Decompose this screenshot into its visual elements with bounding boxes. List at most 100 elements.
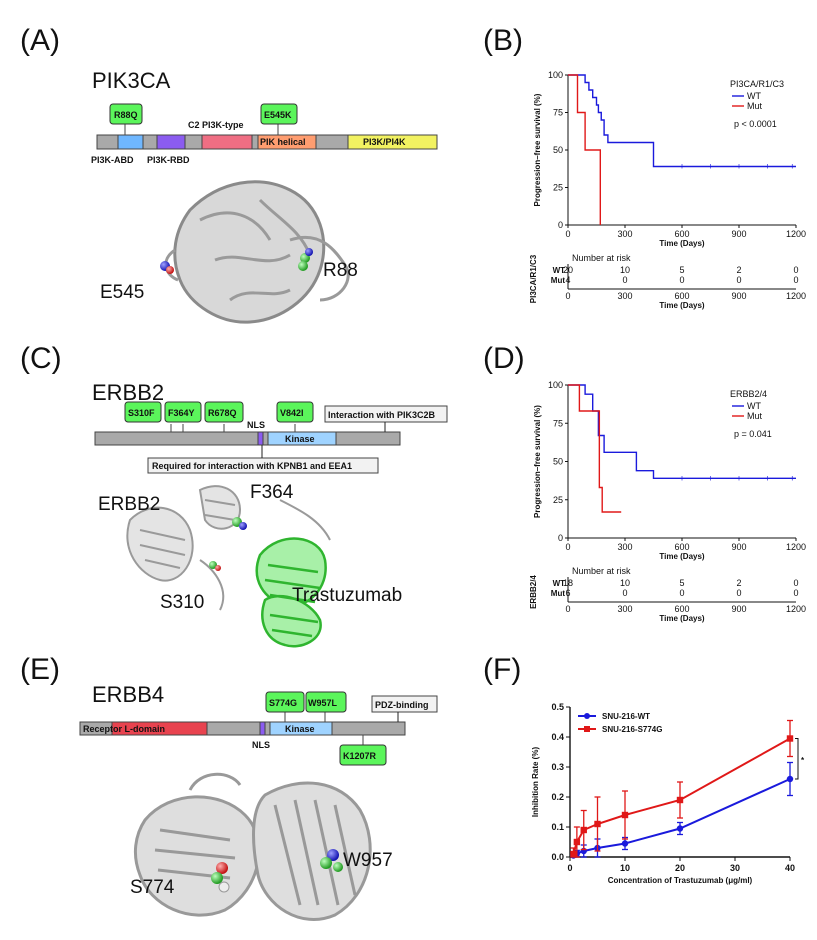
- residue-label-e545: E545: [100, 282, 144, 303]
- risk-x-tick-label: 1200: [786, 291, 806, 301]
- legend-title: PI3CA/R1/C3: [730, 79, 784, 89]
- data-point: [621, 840, 629, 847]
- survival-curve-wt: [568, 74, 796, 168]
- x-tick-label: 0: [565, 229, 570, 239]
- residue-label-r88: R88: [323, 260, 358, 281]
- risk-table-title: Number at risk: [572, 253, 631, 263]
- legend-entry: WT: [747, 401, 761, 411]
- mutation-box-e545k: [260, 103, 298, 125]
- domain-pi3k-rbd: [156, 134, 186, 150]
- legend-marker: [584, 726, 590, 732]
- domain-nls: [257, 431, 264, 446]
- legend-entry: Mut: [747, 101, 763, 111]
- x-tick-label: 30: [730, 863, 740, 873]
- x-tick-label: 40: [785, 863, 795, 873]
- risk-x-axis-label: Time (Days): [659, 614, 705, 623]
- legend-marker: [584, 713, 590, 719]
- domain-label: Kinase: [285, 434, 315, 444]
- risk-x-tick-label: 600: [674, 291, 689, 301]
- x-tick-label: 600: [674, 542, 689, 552]
- domain-label: NLS: [252, 740, 270, 750]
- y-tick-label: 0: [558, 220, 563, 230]
- risk-side-label: PI3CA/R1/C3: [529, 254, 538, 303]
- risk-x-tick-label: 300: [617, 291, 632, 301]
- note-label: PDZ-binding: [375, 700, 429, 710]
- domain-label: PIK helical: [260, 137, 306, 147]
- censor-mark: +: [790, 473, 795, 483]
- y-tick-label: 0: [558, 533, 563, 543]
- mutation-label: R88Q: [114, 110, 138, 120]
- panel-d-letter: (D): [483, 342, 525, 375]
- legend-entry: Mut: [747, 411, 763, 421]
- note-label: Interaction with PIK3C2B: [328, 410, 436, 420]
- domain-label: Kinase: [285, 724, 315, 734]
- risk-count: 10: [620, 265, 630, 275]
- residue-label-w957: W957: [343, 850, 393, 871]
- risk-count: 2: [736, 265, 741, 275]
- data-point: [621, 811, 629, 819]
- panel-f-letter: (F): [483, 653, 521, 686]
- censor-mark: +: [736, 162, 741, 172]
- mutation-label: K1207R: [343, 751, 377, 761]
- risk-count: 0: [793, 275, 798, 285]
- domain-kinase: [269, 721, 333, 736]
- atom-sphere: [216, 862, 228, 874]
- risk-x-tick-label: 900: [731, 291, 746, 301]
- panel-a: (A) PIK3CA PIK helical PI3K/PI4K PI3K-AB…: [20, 24, 438, 324]
- residue-label-f364: F364: [250, 482, 294, 503]
- censor-mark: +: [679, 473, 684, 483]
- risk-count: 0: [793, 578, 798, 588]
- atom-sphere: [298, 261, 308, 271]
- y-tick-label: 0.2: [551, 792, 564, 802]
- erbb2-structure: [126, 485, 331, 611]
- x-axis-label: Time (Days): [659, 239, 705, 248]
- y-tick-label: 100: [548, 70, 563, 80]
- domain-pi3k-abd: [117, 134, 144, 150]
- trastuzumab-structure: [255, 537, 327, 648]
- domain-label: Receptor L-domain: [83, 724, 165, 734]
- panel-c-gene: ERBB2: [92, 380, 164, 405]
- risk-count: 0: [736, 588, 741, 598]
- data-point: [786, 775, 794, 783]
- x-tick-label: 1200: [786, 542, 806, 552]
- atom-sphere: [320, 857, 332, 869]
- atom-sphere: [327, 849, 339, 861]
- x-tick-label: 1200: [786, 229, 806, 239]
- risk-count: 0: [736, 275, 741, 285]
- y-tick-label: 0.4: [551, 732, 564, 742]
- risk-count: 0: [622, 275, 627, 285]
- mutation-label: V842I: [280, 408, 304, 418]
- domain-receptor-l: [111, 721, 208, 736]
- x-tick-label: 0: [565, 542, 570, 552]
- mutation-label: E545K: [264, 110, 292, 120]
- data-point: [570, 850, 577, 858]
- risk-row-label: WT: [553, 266, 566, 275]
- risk-count: 0: [679, 275, 684, 285]
- risk-x-tick-label: 900: [731, 604, 746, 614]
- data-point: [573, 838, 581, 846]
- risk-x-tick-label: 300: [617, 604, 632, 614]
- x-tick-label: 900: [731, 542, 746, 552]
- panel-c: (C) ERBB2 NLS Kinase S310F F364Y R678Q V…: [20, 342, 448, 648]
- mutation-box-r88q: [109, 103, 143, 125]
- x-tick-label: 300: [617, 229, 632, 239]
- pik3ca-structure: [164, 180, 350, 324]
- risk-count: 2: [736, 578, 741, 588]
- risk-count: 6: [565, 588, 570, 598]
- p-value: p = 0.041: [734, 429, 772, 439]
- censor-mark: +: [708, 162, 713, 172]
- series-line-snu-216-wt: [572, 778, 791, 857]
- mutation-box-w957l: [305, 691, 347, 713]
- mutation-box-s774g: [265, 691, 305, 713]
- mutation-box-k1207r: [339, 744, 387, 766]
- mutation-label: S774G: [269, 698, 297, 708]
- domain-kinase: [267, 431, 337, 446]
- legend-title: ERBB2/4: [730, 389, 767, 399]
- mutation-label: W957L: [308, 698, 338, 708]
- censor-mark: +: [790, 162, 795, 172]
- risk-x-axis-label: Time (Days): [659, 301, 705, 310]
- survival-curve-mut: [568, 384, 622, 513]
- survival-curve-wt: [568, 384, 796, 480]
